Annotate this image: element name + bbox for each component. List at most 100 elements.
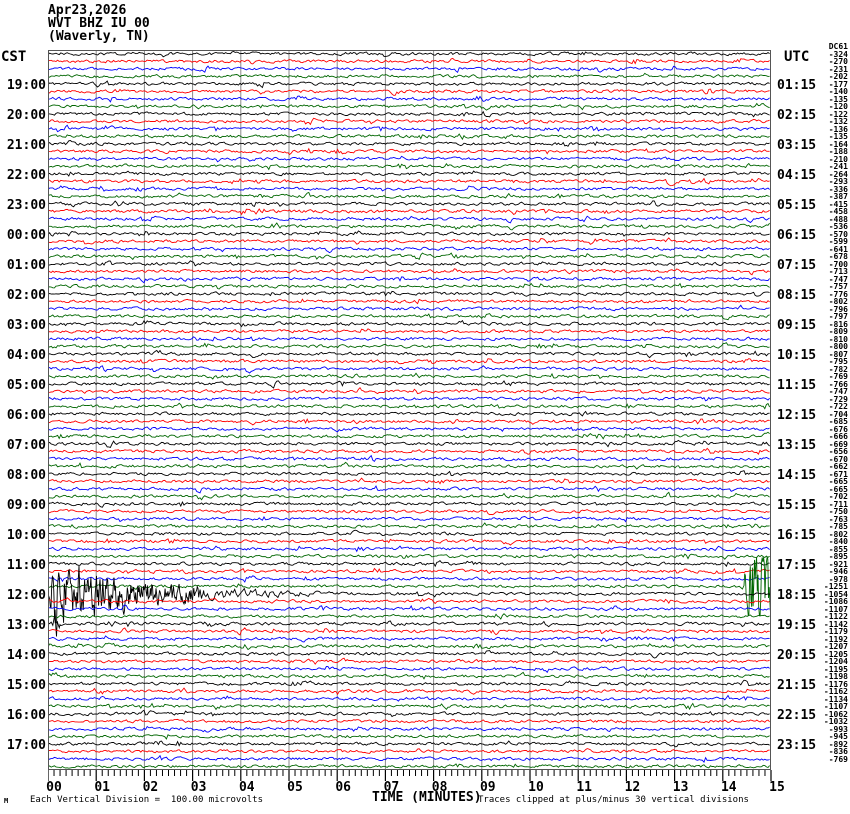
trace-row [48, 567, 770, 575]
trace-row [48, 349, 770, 359]
x-tick-label: 03 [190, 780, 207, 795]
cst-hour-label: 12:00 [6, 588, 46, 603]
dc-offset-value: -797 [828, 312, 848, 321]
dc-offset-value: -807 [828, 349, 848, 359]
dc-offset-value: -855 [828, 544, 848, 554]
dc-offset-value: -993 [828, 724, 848, 734]
utc-hour-label: 16:15 [777, 528, 817, 543]
dc-offset-value: -676 [828, 424, 848, 434]
cst-hour-label: 04:00 [6, 348, 46, 363]
cst-hour-label: 22:00 [6, 168, 46, 183]
dc-offset-value: -665 [828, 477, 848, 486]
x-tick-label: 00 [46, 780, 62, 795]
utc-hour-label: 07:15 [777, 258, 817, 273]
trace-row [48, 365, 770, 374]
trace-row [48, 246, 770, 254]
dc-offset-value: -202 [828, 72, 848, 81]
seismogram-plot [48, 50, 771, 770]
cst-hour-label: 14:00 [6, 648, 46, 663]
dc-offset-value: -1122 [823, 612, 848, 621]
trace-row [48, 410, 770, 417]
dc-offset-value: -892 [828, 739, 848, 749]
trace-row [48, 553, 770, 560]
dc-offset-value: -895 [828, 552, 848, 561]
dc-offset-value: -769 [828, 754, 848, 764]
trace-row [48, 230, 770, 237]
dc-offset-value: -122 [828, 109, 848, 119]
cst-hour-label: 00:00 [6, 228, 46, 243]
dc-offset-value: -210 [828, 154, 848, 164]
trace-row [48, 627, 770, 636]
trace-row [48, 313, 770, 321]
trace-row [48, 657, 770, 665]
trace-row [48, 642, 770, 651]
dc-offset-value: -921 [828, 559, 848, 569]
dc-offset-value: -685 [828, 417, 848, 426]
x-tick-label: 04 [238, 780, 255, 795]
trace-row [48, 485, 770, 494]
trace-row [48, 95, 770, 103]
x-tick-label: 12 [624, 780, 641, 795]
trace-row [48, 702, 770, 711]
x-tick-label: 08 [431, 780, 448, 795]
dc-offset-value: -1195 [823, 664, 848, 674]
trace-row [48, 679, 770, 687]
trace-row [48, 538, 770, 546]
dc-offset-value: -270 [828, 57, 848, 66]
trace-row [48, 754, 770, 763]
trace-row [48, 650, 770, 659]
trace-row [48, 358, 770, 365]
dc-offset-value: -795 [828, 357, 848, 366]
cst-hour-label: 13:00 [6, 618, 46, 633]
trace-row [48, 597, 770, 605]
cst-hour-label: 11:00 [6, 558, 46, 573]
dc-offset-value: -136 [828, 124, 848, 134]
x-tick-label: 01 [94, 780, 111, 795]
x-axis-title: TIME (MINUTES) [372, 790, 482, 805]
title-station: WVT BHZ IU 00 [48, 16, 150, 31]
x-tick-label: 14 [720, 780, 737, 795]
trace-row [48, 191, 770, 199]
trace-row [48, 402, 771, 410]
trace-row [48, 380, 770, 389]
dc-offset-value: -599 [828, 237, 848, 246]
trace-row [48, 740, 770, 748]
dc-offset-value: -678 [828, 252, 848, 261]
utc-hour-label: 19:15 [777, 618, 817, 633]
cst-hour-label: 23:00 [6, 198, 46, 213]
dc-offset-value: -241 [828, 162, 848, 171]
trace-row [48, 237, 770, 245]
utc-hour-label: 23:15 [777, 738, 817, 753]
cst-hour-label: 16:00 [6, 708, 46, 723]
dc-offset-value: -132 [828, 117, 848, 126]
dc-offset-value: -704 [828, 409, 848, 419]
dc-offset-value: -488 [828, 214, 848, 224]
x-tick-label: 13 [672, 780, 689, 795]
dc-offset-value: -700 [828, 259, 848, 269]
x-axis-ticks [48, 770, 772, 781]
utc-hour-label: 10:15 [777, 348, 817, 363]
trace-row [48, 282, 770, 290]
dc-offset-value: -809 [828, 327, 848, 336]
trace-row [48, 342, 770, 349]
trace-row [48, 477, 770, 485]
cst-hour-label: 01:00 [6, 258, 46, 273]
trace-row [48, 386, 770, 395]
dc-offset-value: -840 [828, 537, 848, 546]
x-tick-label: 02 [142, 780, 159, 795]
dc-offset-value: -536 [828, 222, 848, 231]
cst-hour-label: 15:00 [6, 678, 46, 693]
trace-row [48, 57, 770, 65]
trace-row [48, 575, 770, 583]
trace-row [48, 140, 770, 147]
cst-hour-label: 08:00 [6, 468, 46, 483]
title-date: Apr23,2026 [48, 3, 127, 18]
cst-hour-label: 06:00 [6, 408, 46, 423]
dc-offset-value: -1086 [823, 597, 848, 606]
dc-offset-value: -140 [828, 87, 848, 96]
dc-offset-value: -836 [828, 747, 848, 756]
trace-row [48, 555, 771, 616]
dc-offset-value: -796 [828, 304, 848, 314]
trace-row [48, 124, 770, 133]
